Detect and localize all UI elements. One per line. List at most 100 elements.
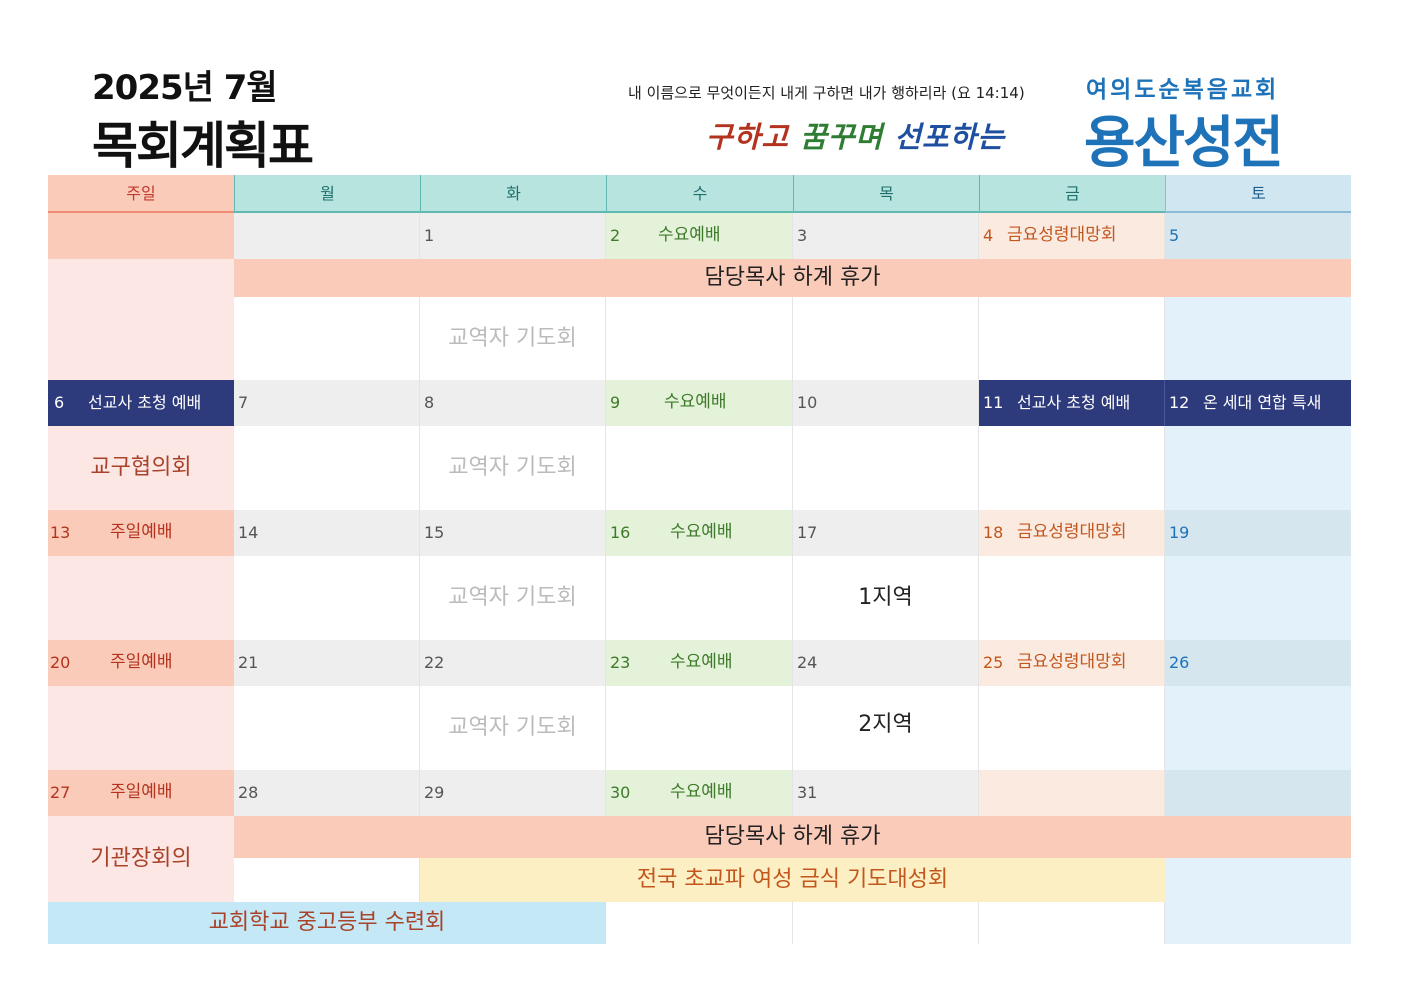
saturday-event-area (1165, 297, 1351, 380)
sunday-event-area (48, 686, 234, 770)
date-12-cell: 12 온 세대 연합 특새 (1165, 380, 1351, 426)
pastor-vacation-band: 담당목사 하계 휴가 (234, 259, 1351, 297)
date-30-cell: 30 수요예배 (606, 770, 793, 816)
date-27: 27 (50, 783, 71, 802)
slogan-part-2: 꿈꾸며 (800, 120, 884, 154)
header-saturday: 토 (1165, 175, 1351, 213)
date-27-cell: 27 주일예배 (48, 770, 234, 816)
wednesday-event-area (606, 297, 793, 380)
date-17: 17 (793, 510, 979, 556)
header-friday: 금 (979, 175, 1165, 213)
wednesday-event-area (606, 686, 793, 770)
monday-event-area (234, 297, 420, 380)
saturday-event-area (1165, 556, 1351, 640)
youth-retreat-band: 교회학교 중고등부 수련회 (48, 902, 606, 944)
date-24: 24 (793, 640, 979, 686)
date-6-cell: 6 선교사 초청 예배 (48, 380, 234, 426)
staff-prayer-meeting: 교역자 기도회 (420, 297, 606, 380)
year-month-title: 2025년 7월 (92, 68, 278, 108)
region-1-event: 1지역 (793, 556, 979, 640)
thursday-event-area (793, 902, 979, 944)
date-20-cell: 20 주일예배 (48, 640, 234, 686)
date-7: 7 (234, 380, 420, 426)
date-5: 5 (1165, 213, 1351, 259)
date-4-cell: 4 금요성령대망회 (979, 213, 1165, 259)
date-13-cell: 13 주일예배 (48, 510, 234, 556)
wednesday-service: 수요예배 (670, 782, 733, 802)
wednesday-service: 수요예배 (670, 522, 733, 542)
friday-event-area (979, 556, 1165, 640)
wednesday-service: 수요예배 (658, 225, 721, 245)
date-18: 18 (983, 523, 1004, 542)
date-15: 15 (420, 510, 606, 556)
friday-event-area (979, 426, 1165, 510)
sunday-event-area (48, 259, 234, 380)
wednesday-event-area (606, 902, 793, 944)
date-28: 28 (234, 770, 420, 816)
friday-service: 금요성령대망회 (1017, 652, 1127, 672)
date-16: 16 (610, 523, 631, 542)
date-26: 26 (1165, 640, 1351, 686)
staff-prayer-meeting: 교역자 기도회 (420, 556, 606, 640)
header-tuesday: 화 (420, 175, 606, 213)
date-11: 11 (983, 393, 1004, 412)
thursday-event-area (793, 426, 979, 510)
date-2-cell: 2 수요예배 (606, 213, 793, 259)
friday-service: 금요성령대망회 (1007, 225, 1117, 245)
saturday-event-area (1165, 858, 1351, 944)
header-monday: 월 (234, 175, 420, 213)
sunday-service: 주일예배 (110, 782, 173, 802)
date-6: 6 (54, 393, 65, 412)
header-wednesday: 수 (606, 175, 793, 213)
date-16-cell: 16 수요예배 (606, 510, 793, 556)
bible-verse: 내 이름으로 무엇이든지 내게 구하면 내가 행하리라 (요 14:14) (628, 84, 1025, 102)
pastor-vacation-band: 담당목사 하계 휴가 (234, 816, 1351, 858)
friday-event-area (979, 902, 1165, 944)
date-23-cell: 23 수요예배 (606, 640, 793, 686)
date-29: 29 (420, 770, 606, 816)
staff-prayer-meeting: 교역자 기도회 (420, 426, 606, 510)
header-thursday: 목 (793, 175, 979, 213)
date-2: 2 (610, 226, 621, 245)
staff-prayer-meeting: 교역자 기도회 (420, 686, 606, 770)
date-22: 22 (420, 640, 606, 686)
missionary-service-friday: 선교사 초청 예배 (1017, 393, 1131, 412)
cell-empty-monday (234, 213, 420, 259)
date-18-cell: 18 금요성령대망회 (979, 510, 1165, 556)
date-21: 21 (234, 640, 420, 686)
thursday-event-area (793, 297, 979, 380)
friday-service: 금요성령대망회 (1017, 522, 1127, 542)
page-title: 목회계획표 (92, 117, 314, 175)
wednesday-service: 수요예배 (670, 652, 733, 672)
date-8: 8 (420, 380, 606, 426)
friday-event-area (979, 686, 1165, 770)
date-11-cell: 11 선교사 초청 예배 (979, 380, 1165, 426)
date-1: 1 (420, 213, 606, 259)
date-13: 13 (50, 523, 71, 542)
date-14: 14 (234, 510, 420, 556)
cell-empty-saturday (1165, 770, 1351, 816)
church-name-logo: 용산성전 (1084, 111, 1284, 176)
date-20: 20 (50, 653, 71, 672)
wednesday-service: 수요예배 (664, 392, 727, 412)
date-25-cell: 25 금요성령대망회 (979, 640, 1165, 686)
monday-event-area (234, 556, 420, 640)
saturday-event-area (1165, 686, 1351, 770)
date-30: 30 (610, 783, 631, 802)
date-4: 4 (983, 226, 994, 245)
sunday-service: 주일예배 (110, 652, 173, 672)
institution-heads-meeting: 기관장회의 (48, 816, 234, 902)
date-25: 25 (983, 653, 1004, 672)
friday-event-area (979, 297, 1165, 380)
slogan-part-1: 구하고 (706, 120, 790, 154)
date-19: 19 (1165, 510, 1351, 556)
national-womens-fasting-prayer-band: 전국 초교파 여성 금식 기도대성회 (420, 858, 1165, 902)
date-9-cell: 9 수요예배 (606, 380, 793, 426)
date-12: 12 (1169, 393, 1190, 412)
date-10: 10 (793, 380, 979, 426)
wednesday-event-area (606, 556, 793, 640)
date-31: 31 (793, 770, 979, 816)
slogan-part-3: 선포하는 (894, 120, 1006, 154)
monday-event-area (234, 686, 420, 770)
header-sunday: 주일 (48, 175, 234, 213)
